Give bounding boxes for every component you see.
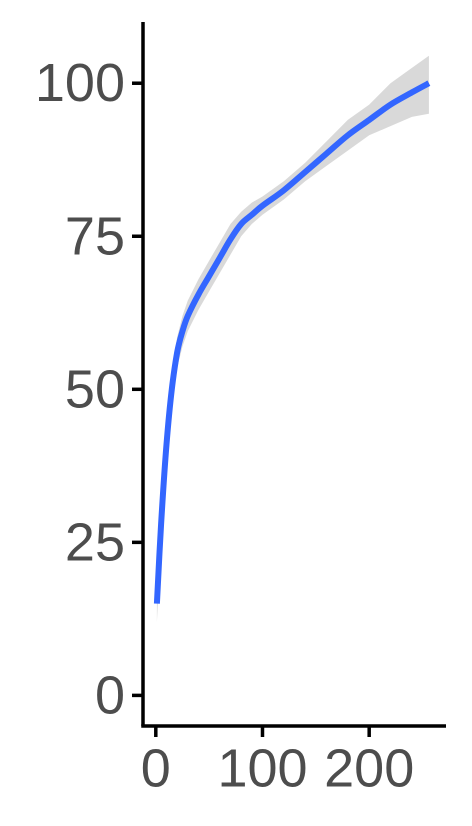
series-line: [153, 80, 431, 604]
confidence-band-layer: [156, 55, 429, 622]
y-tick-label: 25: [65, 512, 125, 572]
x-tick-label: 0: [141, 738, 171, 798]
series-line-layer: [153, 80, 431, 604]
y-tick-label: 50: [65, 359, 125, 419]
y-tick-label: 100: [35, 53, 125, 113]
x-tick-label: 100: [217, 738, 307, 798]
x-tick-label: 200: [324, 738, 414, 798]
axes: 0 25 50 75 100 0 100 200: [35, 22, 446, 798]
y-tick-label: 75: [65, 206, 125, 266]
confidence-band: [156, 55, 429, 622]
y-tick-label: 0: [95, 665, 125, 725]
